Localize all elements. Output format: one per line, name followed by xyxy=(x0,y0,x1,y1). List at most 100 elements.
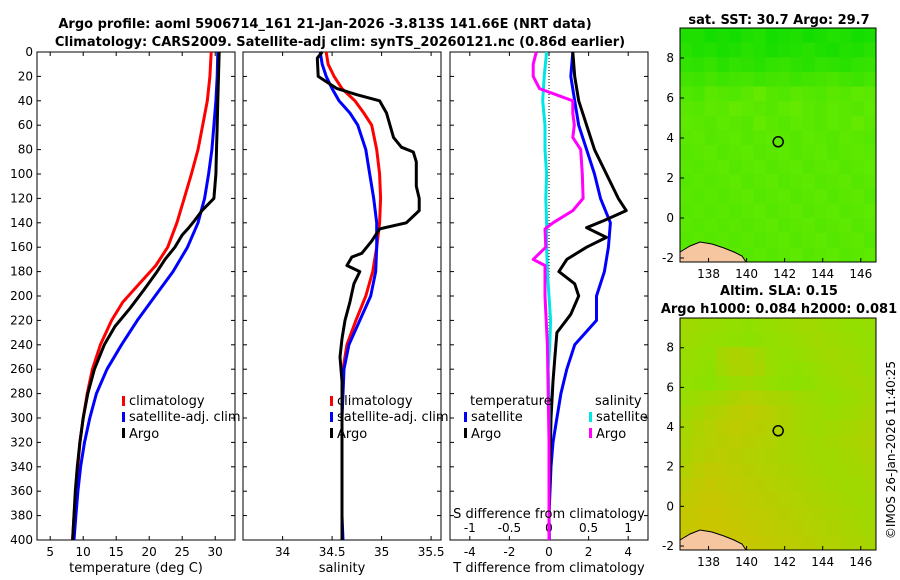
legend-swatch-climatology xyxy=(122,396,125,406)
heatmap-cell xyxy=(741,42,754,58)
heatmap-cell xyxy=(729,145,742,161)
heatmap-cell xyxy=(839,174,852,190)
heatmap-cell xyxy=(802,463,816,478)
heatmap-cell xyxy=(839,434,852,449)
heatmap-cell xyxy=(851,332,865,348)
heatmap-cell xyxy=(692,218,705,234)
x2-tick-label: 0.5 xyxy=(579,521,598,535)
heatmap-cell xyxy=(839,506,852,522)
x2-tick-label: 1 xyxy=(624,521,632,535)
legend-swatch-satellite xyxy=(122,412,125,422)
heatmap-cell xyxy=(741,535,754,551)
heatmap-cell xyxy=(765,347,779,362)
heatmap-cell xyxy=(863,232,877,248)
y-tick-label: 4 xyxy=(666,131,674,145)
heatmap-cell xyxy=(680,419,693,435)
heatmap-cell xyxy=(790,188,803,205)
y-tick-label: -2 xyxy=(662,539,674,553)
heatmap-cell xyxy=(851,71,865,88)
heatmap-cell xyxy=(851,390,865,406)
heatmap-cell xyxy=(778,492,791,507)
x-tick-label: 142 xyxy=(773,555,796,569)
heatmap-cell xyxy=(765,492,779,507)
heatmap-cell xyxy=(716,506,730,522)
y-tick-label: 8 xyxy=(666,51,674,65)
heatmap-cell xyxy=(851,492,865,507)
heatmap-cell xyxy=(704,492,718,507)
heatmap-cell xyxy=(863,506,877,522)
heatmap-cell xyxy=(680,203,693,219)
heatmap-cell xyxy=(839,535,852,551)
heatmap-cell xyxy=(716,174,730,190)
x-tick-label: 20 xyxy=(142,545,157,559)
heatmap-cell xyxy=(692,477,705,493)
sst-map-title: sat. SST: 30.7 Argo: 29.7 xyxy=(688,13,869,28)
heatmap-cell xyxy=(863,347,877,362)
heatmap-cell xyxy=(863,188,877,205)
heatmap-cell xyxy=(680,376,693,391)
heatmap-cell xyxy=(790,405,803,420)
heatmap-cell xyxy=(790,361,803,377)
heatmap-cell xyxy=(778,57,791,73)
heatmap-cell xyxy=(741,232,754,248)
sst-ticks: 138 140 142 144 146 -2 0 2 4 6 8 xyxy=(662,51,872,281)
heatmap-cell xyxy=(839,463,852,478)
heatmap-cell xyxy=(753,332,767,348)
heatmap-cell xyxy=(778,521,791,536)
heatmap-cell xyxy=(680,101,693,117)
heatmap-cell xyxy=(753,130,767,146)
heatmap-cell xyxy=(716,71,730,88)
heatmap-cell xyxy=(814,86,828,102)
heatmap-cell xyxy=(863,86,877,102)
heatmap-cell xyxy=(827,419,840,435)
heatmap-cell xyxy=(680,145,693,161)
x-tick-label: 35 xyxy=(374,545,389,559)
y-tick-label: -2 xyxy=(662,251,674,265)
x-tick-label: 4 xyxy=(624,545,632,559)
x-tick-label: -4 xyxy=(464,545,476,559)
heatmap-cell xyxy=(790,390,803,406)
difference-panel: -4 -2 0 2 4 -1 -0.5 0 0.5 1 S difference from cl… xyxy=(449,51,649,576)
heatmap-cell xyxy=(778,463,791,478)
heatmap-cell xyxy=(765,101,779,117)
heatmap-cell xyxy=(741,318,754,333)
heatmap-cell xyxy=(716,376,730,391)
heatmap-cell xyxy=(716,218,730,234)
heatmap-cell xyxy=(814,101,828,117)
heatmap-cell xyxy=(790,332,803,348)
heatmap-cell xyxy=(680,332,693,348)
heatmap-cell xyxy=(851,218,865,234)
heatmap-cell xyxy=(704,347,718,362)
heatmap-cell xyxy=(704,101,718,117)
heatmap-cell xyxy=(765,390,779,406)
heatmap-cell xyxy=(729,57,742,73)
heatmap-cell xyxy=(716,477,730,493)
y-tick-label: 0 xyxy=(25,45,33,59)
heatmap-cell xyxy=(814,434,828,449)
heatmap-cell xyxy=(802,376,816,391)
heatmap-cell xyxy=(729,71,742,88)
y-tick-label: 380 xyxy=(10,509,33,523)
heatmap-cell xyxy=(765,463,779,478)
heatmap-cell xyxy=(704,477,718,493)
heatmap-cell xyxy=(729,115,742,131)
heatmap-cell xyxy=(790,203,803,219)
heatmap-cell xyxy=(692,71,705,88)
heatmap-cell xyxy=(863,159,877,175)
heatmap-cell xyxy=(753,28,767,44)
heatmap-cell xyxy=(851,405,865,420)
heatmap-cell xyxy=(729,477,742,493)
heatmap-cell xyxy=(741,376,754,391)
heatmap-cell xyxy=(851,347,865,362)
heatmap-cell xyxy=(839,247,852,263)
heatmap-cell xyxy=(802,101,816,117)
heatmap-cell xyxy=(692,174,705,190)
heatmap-cell xyxy=(851,130,865,146)
heatmap-cell xyxy=(814,145,828,161)
heatmap-cell xyxy=(753,477,767,493)
heatmap-cell xyxy=(680,492,693,507)
heatmap-cell xyxy=(753,463,767,478)
heatmap-cell xyxy=(863,332,877,348)
heatmap-cell xyxy=(802,174,816,190)
heatmap-cell xyxy=(753,86,767,102)
